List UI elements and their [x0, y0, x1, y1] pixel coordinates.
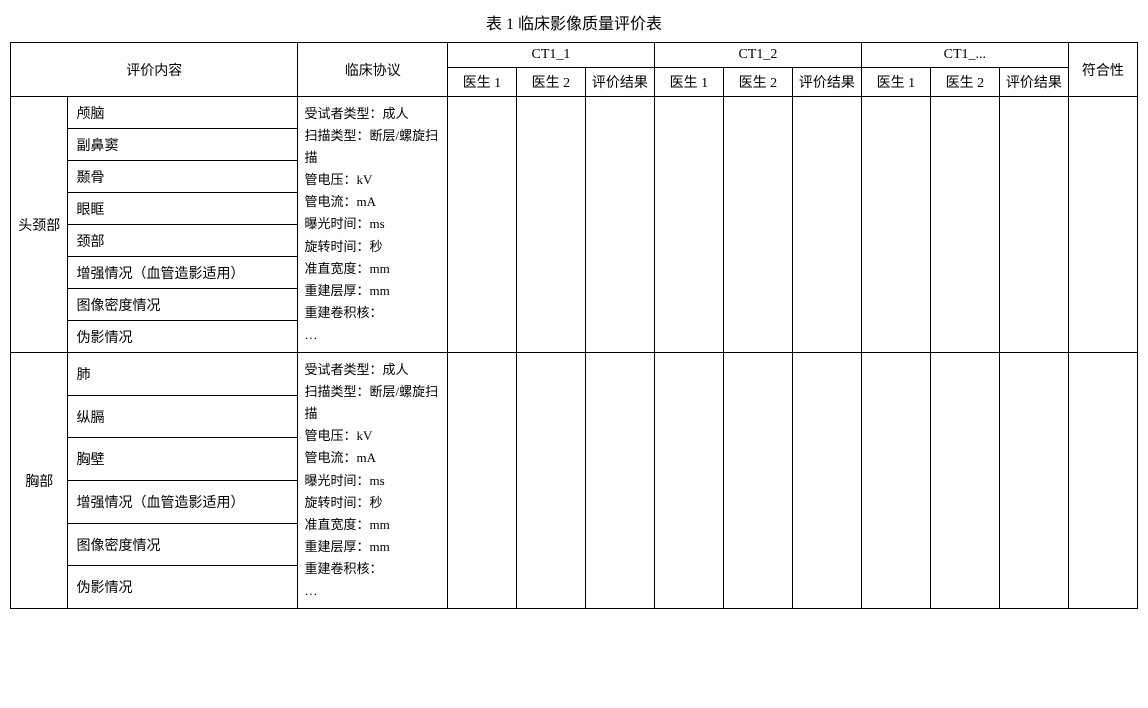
data-cell: [585, 97, 654, 353]
item-cell: 图像密度情况: [68, 289, 298, 321]
protocol-cell: 受试者类型：成人扫描类型：断层/螺旋扫描管电压：kV管电流：mA曝光时间：ms旋…: [298, 353, 447, 609]
header-ct3-doc1: 医生 1: [861, 68, 930, 97]
item-cell: 眼眶: [68, 193, 298, 225]
header-ct2: CT1_2: [654, 43, 861, 68]
data-cell: [516, 97, 585, 353]
item-cell: 颞骨: [68, 161, 298, 193]
item-cell: 纵膈: [68, 395, 298, 438]
data-cell: [930, 97, 999, 353]
item-cell: 图像密度情况: [68, 523, 298, 566]
data-cell: [447, 97, 516, 353]
data-cell: [792, 97, 861, 353]
item-cell: 伪影情况: [68, 566, 298, 609]
data-cell: [723, 97, 792, 353]
header-eval-content: 评价内容: [11, 43, 298, 97]
table-title: 表 1 临床影像质量评价表: [10, 10, 1138, 34]
data-cell: [654, 97, 723, 353]
item-cell: 肺: [68, 353, 298, 396]
header-ct2-result: 评价结果: [792, 68, 861, 97]
item-cell: 伪影情况: [68, 321, 298, 353]
category-cell: 头颈部: [11, 97, 68, 353]
data-cell: [999, 353, 1068, 609]
item-cell: 副鼻窦: [68, 129, 298, 161]
header-conform: 符合性: [1068, 43, 1137, 97]
data-cell: [654, 353, 723, 609]
item-cell: 颈部: [68, 225, 298, 257]
category-cell: 胸部: [11, 353, 68, 609]
table-row: 胸部肺受试者类型：成人扫描类型：断层/螺旋扫描管电压：kV管电流：mA曝光时间：…: [11, 353, 1138, 396]
data-cell: [861, 353, 930, 609]
data-cell: [792, 353, 861, 609]
header-ct1-result: 评价结果: [585, 68, 654, 97]
header-ct1-doc2: 医生 2: [516, 68, 585, 97]
data-cell: [516, 353, 585, 609]
item-cell: 胸壁: [68, 438, 298, 481]
protocol-cell: 受试者类型：成人扫描类型：断层/螺旋扫描管电压：kV管电流：mA曝光时间：ms旋…: [298, 97, 447, 353]
item-cell: 颅脑: [68, 97, 298, 129]
conform-cell: [1068, 97, 1137, 353]
data-cell: [447, 353, 516, 609]
table-row: 头颈部颅脑受试者类型：成人扫描类型：断层/螺旋扫描管电压：kV管电流：mA曝光时…: [11, 97, 1138, 129]
header-ct3: CT1_...: [861, 43, 1068, 68]
evaluation-table: 评价内容 临床协议 CT1_1 CT1_2 CT1_... 符合性 医生 1 医…: [10, 42, 1138, 609]
item-cell: 增强情况（血管造影适用）: [68, 481, 298, 524]
header-protocol: 临床协议: [298, 43, 447, 97]
header-ct1-doc1: 医生 1: [447, 68, 516, 97]
header-ct2-doc2: 医生 2: [723, 68, 792, 97]
item-cell: 增强情况（血管造影适用）: [68, 257, 298, 289]
data-cell: [723, 353, 792, 609]
data-cell: [930, 353, 999, 609]
conform-cell: [1068, 353, 1137, 609]
data-cell: [861, 97, 930, 353]
header-ct3-doc2: 医生 2: [930, 68, 999, 97]
header-ct2-doc1: 医生 1: [654, 68, 723, 97]
header-ct1: CT1_1: [447, 43, 654, 68]
data-cell: [999, 97, 1068, 353]
data-cell: [585, 353, 654, 609]
header-ct3-result: 评价结果: [999, 68, 1068, 97]
